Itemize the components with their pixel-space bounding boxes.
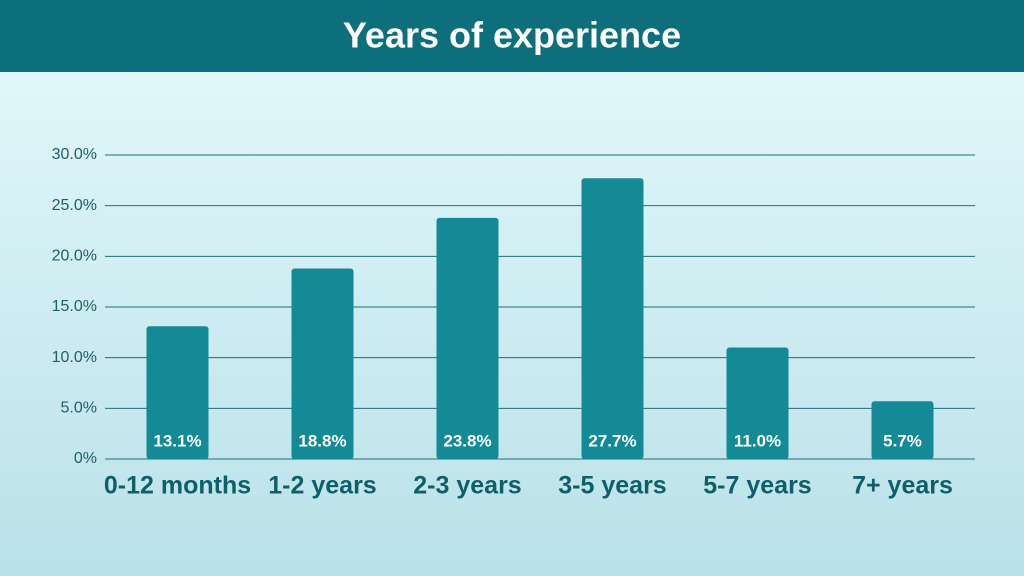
bar bbox=[871, 401, 934, 459]
header-band bbox=[0, 0, 1024, 72]
y-tick-label: 30.0% bbox=[52, 146, 97, 163]
y-tick-label: 20.0% bbox=[52, 248, 97, 265]
data-label: 11.0% bbox=[734, 431, 781, 450]
x-tick-label: 3-5 years bbox=[558, 472, 666, 500]
bar bbox=[436, 217, 499, 459]
y-tick-label: 25.0% bbox=[52, 197, 97, 214]
chart-title: Years of experience bbox=[343, 15, 681, 56]
y-tick-label: 5.0% bbox=[61, 400, 97, 417]
data-label: 5.7% bbox=[883, 431, 922, 450]
data-label: 18.8% bbox=[298, 431, 346, 450]
y-tick-label: 15.0% bbox=[52, 298, 97, 315]
y-tick-label: 10.0% bbox=[52, 349, 97, 366]
bar bbox=[581, 178, 644, 459]
data-label: 13.1% bbox=[153, 431, 201, 450]
x-tick-label: 5-7 years bbox=[703, 472, 811, 500]
bar bbox=[291, 268, 354, 459]
x-tick-label: 2-3 years bbox=[413, 472, 521, 500]
y-tick-label: 0% bbox=[74, 450, 97, 467]
x-tick-label: 7+ years bbox=[852, 472, 953, 500]
x-tick-label: 0-12 months bbox=[104, 472, 251, 500]
bar bbox=[146, 326, 209, 459]
data-label: 27.7% bbox=[588, 431, 636, 450]
x-tick-label: 1-2 years bbox=[268, 472, 376, 500]
data-label: 23.8% bbox=[443, 431, 491, 450]
bar bbox=[726, 347, 789, 459]
